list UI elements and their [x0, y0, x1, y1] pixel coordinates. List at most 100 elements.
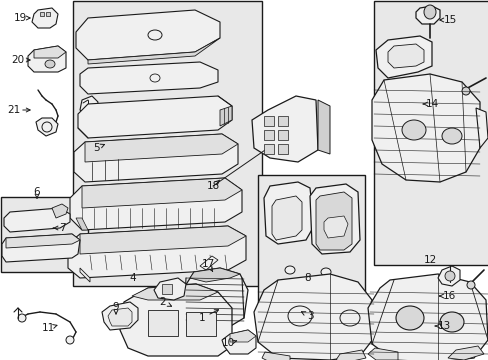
Text: 4: 4 [129, 273, 136, 283]
Bar [264, 144, 273, 154]
Polygon shape [220, 106, 231, 126]
Bar [185, 312, 216, 336]
Bar [278, 130, 287, 140]
Text: 15: 15 [443, 15, 456, 25]
Text: 21: 21 [7, 105, 20, 115]
Ellipse shape [444, 271, 454, 281]
Polygon shape [4, 208, 70, 232]
Ellipse shape [45, 60, 55, 68]
Ellipse shape [401, 120, 425, 140]
Polygon shape [253, 274, 373, 360]
Text: 1: 1 [198, 313, 205, 323]
Polygon shape [2, 234, 80, 262]
Ellipse shape [439, 312, 463, 332]
Ellipse shape [18, 314, 26, 322]
Text: 16: 16 [442, 291, 455, 301]
Polygon shape [309, 184, 359, 254]
Polygon shape [415, 6, 439, 24]
Polygon shape [6, 234, 80, 248]
Polygon shape [85, 134, 238, 162]
Polygon shape [264, 182, 313, 244]
Bar [264, 116, 273, 126]
Polygon shape [229, 330, 256, 342]
Polygon shape [102, 302, 138, 330]
Bar [264, 130, 273, 140]
Polygon shape [367, 274, 487, 360]
Polygon shape [108, 308, 132, 326]
Polygon shape [251, 96, 317, 162]
Polygon shape [447, 346, 483, 360]
Polygon shape [271, 196, 302, 240]
Polygon shape [317, 100, 329, 154]
Polygon shape [80, 226, 245, 254]
Polygon shape [80, 268, 90, 282]
Text: 2: 2 [160, 297, 166, 307]
Polygon shape [80, 96, 98, 116]
Polygon shape [78, 96, 231, 138]
Text: 9: 9 [112, 302, 119, 312]
Polygon shape [154, 278, 185, 300]
Polygon shape [437, 266, 459, 286]
Polygon shape [180, 268, 247, 330]
Polygon shape [475, 108, 487, 148]
Bar [46, 12, 50, 16]
Polygon shape [52, 204, 68, 218]
Polygon shape [34, 46, 66, 58]
Bar [278, 144, 287, 154]
Polygon shape [88, 38, 220, 64]
Text: 3: 3 [306, 311, 313, 321]
Ellipse shape [423, 5, 435, 19]
Polygon shape [190, 268, 240, 282]
Text: 20: 20 [11, 55, 24, 65]
Text: 5: 5 [93, 143, 99, 153]
Bar [40, 12, 44, 16]
Ellipse shape [395, 306, 423, 330]
Polygon shape [68, 226, 245, 278]
Polygon shape [80, 62, 218, 94]
Polygon shape [262, 352, 289, 360]
Bar [1, 197, 88, 272]
Polygon shape [76, 218, 88, 230]
Text: 7: 7 [59, 223, 65, 233]
Bar [73, 1, 262, 286]
Ellipse shape [441, 128, 461, 144]
Polygon shape [324, 216, 347, 238]
Polygon shape [76, 10, 220, 60]
Polygon shape [132, 284, 218, 300]
Polygon shape [200, 256, 218, 270]
Polygon shape [36, 118, 58, 136]
Text: 18: 18 [206, 181, 219, 191]
Polygon shape [82, 178, 242, 208]
Text: 13: 13 [436, 321, 450, 331]
Bar [148, 310, 178, 336]
Text: 14: 14 [425, 99, 438, 109]
Bar [162, 284, 172, 294]
Ellipse shape [66, 336, 74, 344]
Polygon shape [28, 46, 66, 72]
Ellipse shape [466, 281, 474, 289]
Polygon shape [120, 284, 231, 356]
Polygon shape [375, 36, 431, 78]
Polygon shape [335, 350, 365, 360]
Polygon shape [315, 192, 351, 250]
Polygon shape [371, 74, 479, 182]
Ellipse shape [320, 268, 330, 276]
Text: 17: 17 [201, 259, 214, 269]
Bar [373, 1, 488, 265]
Ellipse shape [461, 87, 469, 95]
Text: 12: 12 [423, 255, 436, 265]
Polygon shape [32, 8, 58, 28]
Text: 6: 6 [34, 187, 40, 197]
Polygon shape [74, 134, 238, 182]
Text: 11: 11 [41, 323, 55, 333]
Ellipse shape [285, 266, 294, 274]
Text: 10: 10 [221, 338, 234, 348]
Polygon shape [367, 348, 397, 360]
Bar [258, 175, 364, 302]
Polygon shape [387, 44, 423, 68]
Polygon shape [222, 330, 256, 354]
Text: 8: 8 [304, 273, 311, 283]
Bar [278, 116, 287, 126]
Text: 19: 19 [13, 13, 26, 23]
Polygon shape [70, 178, 242, 230]
